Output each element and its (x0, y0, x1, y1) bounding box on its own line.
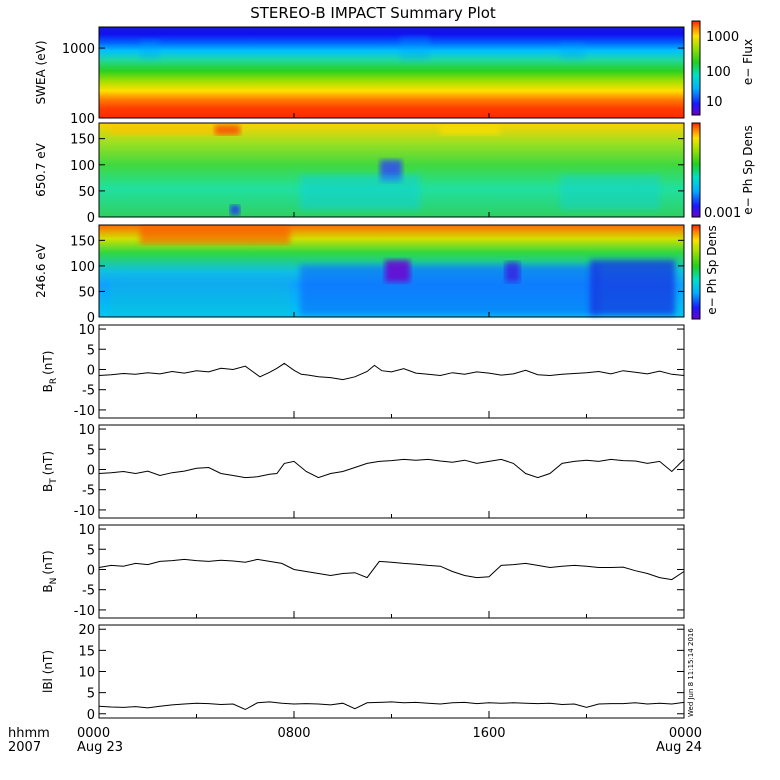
ylabel-main: B (41, 384, 55, 392)
pad-246-texture (110, 226, 675, 315)
ylabel-sub: N (49, 578, 59, 585)
colorbar-flux-tick-1: 100 (706, 65, 731, 80)
line-panel-5: 10 5 0 -5 -10 BN (nT) (41, 523, 685, 619)
swea-texture (140, 36, 585, 61)
ytick-label: -10 (74, 504, 95, 519)
colorbar-flux: 1000 100 10 e− Flux (691, 20, 755, 116)
ytick-label: 0 (87, 363, 95, 378)
ytick-label: 15 (78, 644, 95, 659)
colorbar-psd-246-label: e− Ph Sp Dens (705, 225, 719, 314)
ylabel-main: B (41, 484, 55, 492)
heat-ylabel: 650.7 eV (34, 142, 48, 197)
ytick-label: 10 (78, 666, 95, 681)
heat-ytick-label: 100 (70, 112, 95, 127)
colorbar-psd-246: e− Ph Sp Dens (691, 224, 719, 320)
heat-ytick-label: 1000 (62, 42, 95, 57)
ytick-label: 10 (78, 423, 95, 438)
heat-ytick-label: 50 (78, 285, 95, 300)
heat-ytick-label: 50 (78, 185, 95, 200)
date-tick-label: Aug 24 (656, 740, 702, 755)
panel-ylabel: BT (nT) (41, 451, 59, 492)
swea-frame (98, 26, 685, 119)
series-line (98, 458, 685, 479)
heat-ytick-label: 100 (70, 159, 95, 174)
pad-246-panel (98, 224, 685, 318)
pad-650-texture (110, 125, 660, 215)
ytick-label: -5 (82, 384, 95, 399)
colorbar-flux-label: e− Flux (741, 39, 755, 85)
ytick-label: 5 (87, 443, 95, 458)
colorbar-psd-650-tick-0: 0.001 (704, 206, 741, 221)
panel-frame (98, 424, 685, 519)
colorbar-psd-650: 0.001 e− Ph Sp Dens (691, 122, 755, 221)
colorbar-flux-tick-0: 1000 (706, 30, 739, 45)
date-tick-label: Aug 23 (77, 740, 123, 755)
heat-ylabel: SWEA (eV) (34, 40, 48, 104)
ytick-label: 20 (78, 623, 95, 638)
ytick-label: 5 (87, 343, 95, 358)
ylabel-sub: T (49, 478, 59, 485)
plot-title: STEREO-B IMPACT Summary Plot (250, 4, 496, 22)
colorbar-flux-gradient (691, 20, 701, 116)
year-label: 2007 (8, 740, 41, 755)
colorbar-psd-650-label: e− Ph Sp Dens (741, 125, 755, 214)
series-line (98, 558, 685, 581)
time-tick-label: 0800 (277, 726, 310, 741)
ytick-label: -10 (74, 604, 95, 619)
heat-ytick-label: 150 (70, 234, 95, 249)
ytick-label: 5 (87, 543, 95, 558)
timestamp-stamp: Wed Jun 8 11:15:14 2016 (687, 628, 695, 717)
time-row-label: hhmm (8, 726, 50, 741)
spectrogram-axes: 1000 100 SWEA (eV) 0 50 100 150 650.7 eV 0 50 100 1… (34, 40, 685, 326)
time-tick-label: 0000 (77, 726, 110, 741)
ytick-label: -10 (74, 404, 95, 419)
panel-ylabel: lBl (nT) (41, 650, 55, 693)
series-line (98, 362, 685, 381)
ytick-label: 10 (78, 523, 95, 538)
panel-frame (98, 524, 685, 619)
line-panel-6: 20 15 10 5 0 lBl (nT) (41, 623, 685, 723)
ylabel-unit: (nT) (41, 351, 55, 375)
time-tick-label: 1600 (472, 726, 505, 741)
heat-ytick-label: 0 (87, 311, 95, 326)
panel-ylabel: BR (nT) (41, 351, 59, 393)
series-line (98, 701, 685, 711)
heat-ylabel: 246.6 eV (34, 243, 48, 298)
pad-650-panel (98, 122, 685, 218)
line-panel-4: 10 5 0 -5 -10 BT (nT) (41, 423, 685, 519)
ytick-label: 0 (87, 563, 95, 578)
heat-ytick-label: 0 (87, 211, 95, 226)
ytick-label: 10 (78, 323, 95, 338)
line-panel-3: 10 5 0 -5 -10 BR (nT) (41, 323, 685, 419)
swea-spectrogram-panel (98, 26, 685, 119)
ylabel-unit: (nT) (41, 550, 55, 574)
ytick-label: 0 (87, 463, 95, 478)
magnetic-field-panels: 1050-5-10BR(nT)1050-5-10BT(nT)1050-5-10B… (41, 323, 685, 723)
pad-246-frame (98, 224, 685, 318)
ytick-label: -5 (82, 584, 95, 599)
ytick-label: -5 (82, 484, 95, 499)
heat-ytick-label: 100 (70, 260, 95, 275)
colorbar-psd-246-gradient (691, 224, 701, 320)
pad-650-frame (98, 122, 685, 218)
ytick-label: 0 (87, 708, 95, 723)
colorbar-psd-650-gradient (691, 122, 701, 218)
colorbar-flux-tick-2: 10 (706, 95, 723, 110)
ylabel-unit: (nT) (41, 451, 55, 475)
swea-heatmap (99, 27, 684, 118)
ylabel-sub: R (49, 378, 59, 384)
time-tick-label: 0000 (669, 726, 702, 741)
heat-ytick-label: 150 (70, 133, 95, 148)
ylabel-main: B (41, 584, 55, 592)
panel-ylabel: BN (nT) (41, 550, 59, 592)
ytick-label: 5 (87, 687, 95, 702)
